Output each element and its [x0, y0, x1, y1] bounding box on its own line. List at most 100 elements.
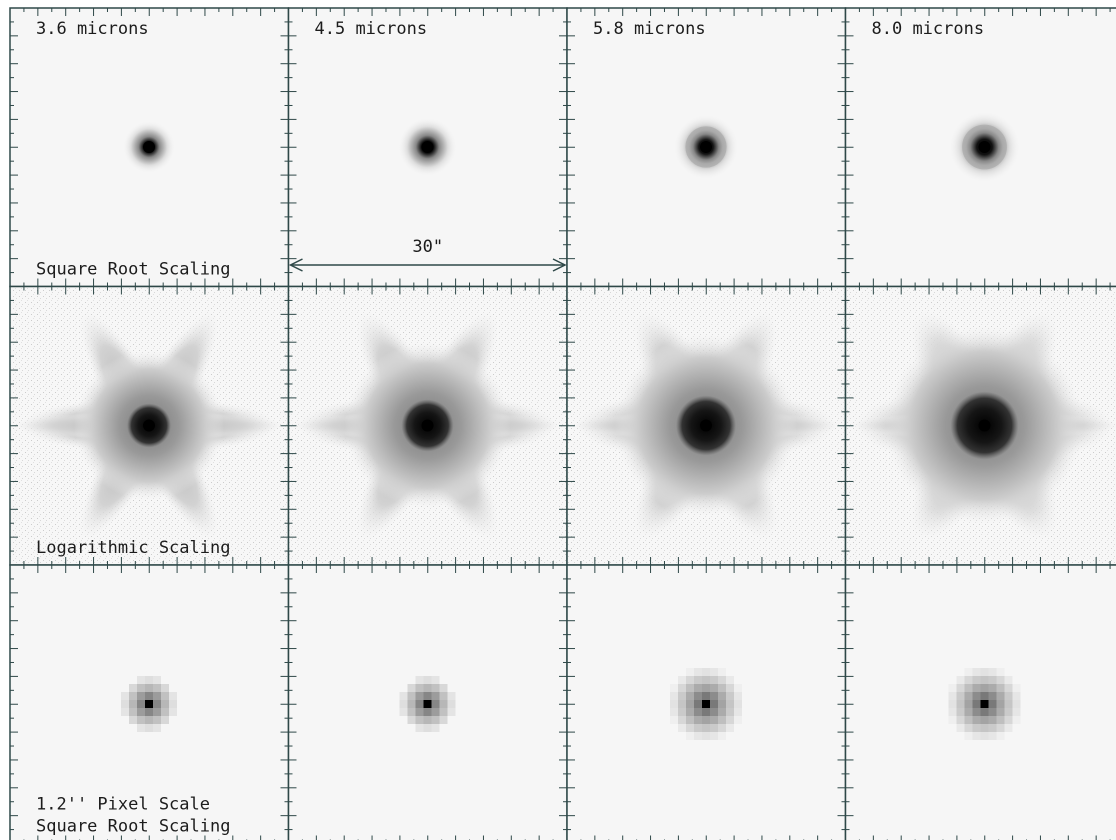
psf-pixel [734, 700, 742, 708]
psf-pixel [121, 700, 129, 708]
psf-pixel [137, 716, 145, 724]
psf-pixel [678, 716, 686, 724]
psf-core [979, 141, 991, 153]
psf-pixel [408, 700, 416, 708]
psf-pixel [1005, 676, 1013, 684]
psf-pixel [137, 700, 145, 708]
psf-pixel [973, 716, 981, 724]
psf-pixel [145, 684, 153, 692]
psf-pixel [718, 692, 726, 700]
psf-pixel [965, 708, 973, 716]
psf-pixel [161, 692, 169, 700]
psf-pixel [424, 676, 432, 684]
psf-pixel [686, 700, 694, 708]
psf-pixel [718, 708, 726, 716]
psf-pixel [957, 708, 965, 716]
psf-pixel [416, 716, 424, 724]
psf-pixel [965, 692, 973, 700]
psf-pixel [432, 700, 440, 708]
psf-pixel [686, 668, 694, 676]
psf-pixel [153, 700, 161, 708]
psf-pixel [416, 692, 424, 700]
psf-core [981, 700, 989, 708]
psf-pixel [169, 692, 177, 700]
psf-pixel [448, 692, 456, 700]
psf-pixel [432, 708, 440, 716]
psf-pixel [153, 684, 161, 692]
psf-pixel [726, 700, 734, 708]
psf-pixel [678, 708, 686, 716]
psf-pixel [440, 708, 448, 716]
psf-pixel [424, 724, 432, 732]
psf-pixel [432, 716, 440, 724]
psf-pixel [702, 708, 710, 716]
psf-pixel [973, 708, 981, 716]
psf-pixel [121, 692, 129, 700]
psf-pixel [997, 684, 1005, 692]
psf-pixel [965, 684, 973, 692]
psf-pixel [1005, 724, 1013, 732]
psf-pixel [997, 708, 1005, 716]
psf-pixel [702, 716, 710, 724]
psf-pixel [686, 716, 694, 724]
psf-pixel [161, 700, 169, 708]
psf-pixel [686, 692, 694, 700]
psf-pixel [670, 708, 678, 716]
psf-pixel [734, 692, 742, 700]
psf-pixel [137, 708, 145, 716]
psf-pixel [1005, 716, 1013, 724]
psf-pixel [169, 700, 177, 708]
psf-pixel [1005, 684, 1013, 692]
psf-center [979, 420, 991, 432]
psf-pixel [424, 716, 432, 724]
psf-pixel [973, 692, 981, 700]
psf-pixel [965, 700, 973, 708]
psf-pixel [710, 676, 718, 684]
psf-pixel [408, 692, 416, 700]
panel [567, 8, 846, 287]
psf-pixel [408, 708, 416, 716]
psf-pixel [432, 724, 440, 732]
psf-pixel [702, 668, 710, 676]
panel [846, 565, 1116, 840]
psf-pixel [1013, 700, 1021, 708]
psf-pixel [161, 684, 169, 692]
psf-pixel [734, 708, 742, 716]
column-label: 4.5 microns [315, 19, 428, 39]
psf-pixel [145, 708, 153, 716]
psf-pixel [734, 684, 742, 692]
psf-pixel [973, 676, 981, 684]
psf-pixel [710, 716, 718, 724]
panel [567, 287, 846, 566]
psf-pixel [710, 732, 718, 740]
psf-pixel [145, 724, 153, 732]
psf-pixel [957, 716, 965, 724]
psf-pixel [957, 724, 965, 732]
psf-pixel [686, 732, 694, 740]
psf-pixel [416, 684, 424, 692]
psf-pixel [129, 692, 137, 700]
psf-pixel [432, 676, 440, 684]
psf-pixel [678, 724, 686, 732]
psf-pixel [1013, 684, 1021, 692]
psf-pixel [694, 692, 702, 700]
psf-pixel [949, 684, 957, 692]
psf-pixel [686, 724, 694, 732]
psf-pixel [694, 700, 702, 708]
scale-bar-label: 30" [412, 237, 443, 257]
psf-pixel [121, 708, 129, 716]
row-label: Square Root Scaling [36, 817, 230, 837]
psf-pixel [702, 676, 710, 684]
psf-pixel [137, 692, 145, 700]
psf-core [702, 700, 710, 708]
psf-pixel [997, 700, 1005, 708]
psf-pixel [949, 716, 957, 724]
psf-pixel [710, 684, 718, 692]
psf-pixel [981, 724, 989, 732]
panel [289, 287, 568, 566]
panel [10, 287, 289, 566]
psf-pixel [694, 716, 702, 724]
psf-pixel [734, 716, 742, 724]
psf-pixel [694, 708, 702, 716]
psf-pixel [400, 692, 408, 700]
